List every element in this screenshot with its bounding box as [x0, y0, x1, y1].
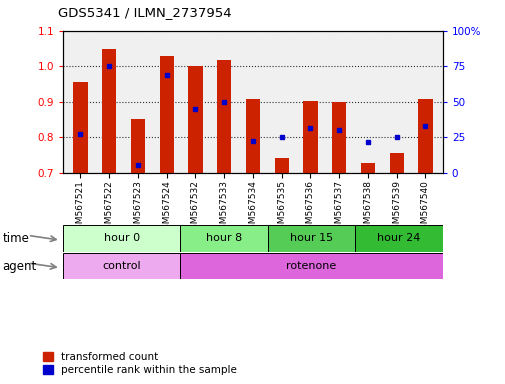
Bar [180, 253, 442, 279]
Text: hour 15: hour 15 [289, 233, 332, 243]
Text: GDS5341 / ILMN_2737954: GDS5341 / ILMN_2737954 [58, 6, 231, 19]
Bar [63, 253, 180, 279]
Text: control: control [102, 261, 141, 271]
Bar [274, 158, 288, 173]
Bar [355, 225, 442, 252]
Text: rotenone: rotenone [286, 261, 336, 271]
Bar [418, 99, 432, 173]
Text: hour 24: hour 24 [377, 233, 420, 243]
Bar [217, 60, 231, 173]
Text: agent: agent [3, 260, 37, 273]
Bar [245, 99, 260, 173]
Bar [73, 82, 87, 173]
Bar [102, 49, 116, 173]
Bar [389, 153, 403, 173]
Bar [302, 101, 317, 173]
Text: hour 0: hour 0 [104, 233, 139, 243]
Text: hour 8: hour 8 [205, 233, 241, 243]
Bar [131, 119, 145, 173]
Text: time: time [3, 232, 29, 245]
Bar [331, 102, 346, 173]
Bar [267, 225, 355, 252]
Bar [180, 225, 267, 252]
Bar [360, 163, 374, 173]
Bar [63, 225, 180, 252]
Legend: transformed count, percentile rank within the sample: transformed count, percentile rank withi… [43, 352, 236, 375]
Bar [188, 66, 203, 173]
Bar [159, 56, 174, 173]
